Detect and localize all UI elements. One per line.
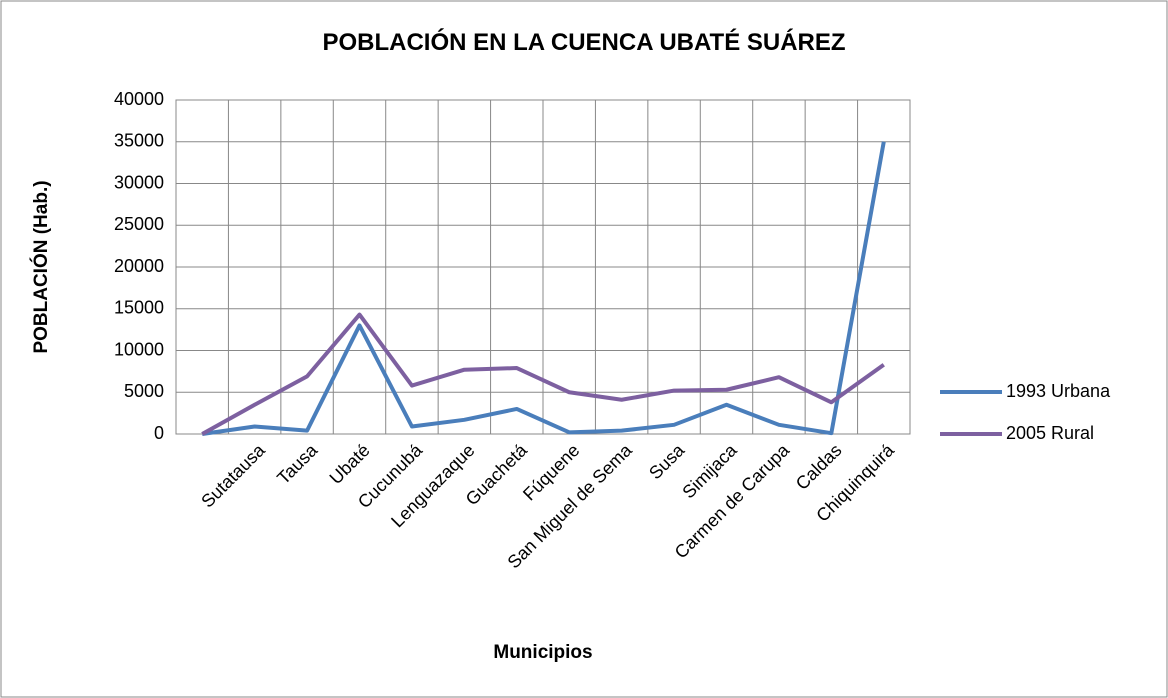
y-tick-label: 15000 (114, 298, 164, 318)
line-series (201, 312, 885, 436)
y-tick-label: 0 (154, 423, 164, 443)
y-tick-label: 10000 (114, 339, 164, 359)
chart-title: POBLACIÓN EN LA CUENCA UBATÉ SUÁREZ (322, 28, 845, 56)
legend-label: 2005 Rural (1006, 423, 1094, 443)
legend-label: 1993 Urbana (1006, 381, 1111, 401)
plot-border (175, 99, 911, 435)
x-axis-title: Municipios (493, 642, 592, 663)
y-tick-label: 20000 (114, 256, 164, 276)
y-axis-title: POBLACIÓN (Hab.) (30, 180, 52, 353)
y-tick-label: 30000 (114, 172, 164, 192)
y-tick-label: 40000 (114, 89, 164, 109)
line-series (201, 141, 886, 436)
y-tick-label: 25000 (114, 214, 164, 234)
y-tick-label: 5000 (124, 381, 164, 401)
y-tick-label: 35000 (114, 131, 164, 151)
